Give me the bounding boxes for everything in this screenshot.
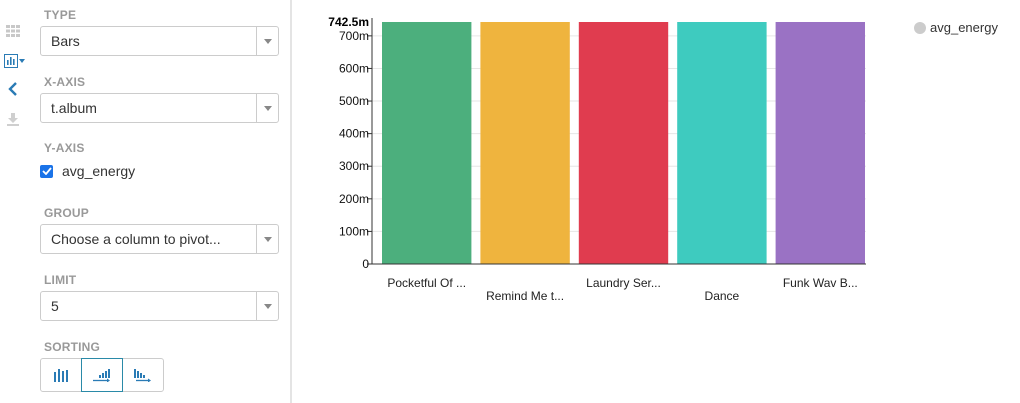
chevron-down-icon xyxy=(256,27,278,55)
type-select-value: Bars xyxy=(51,33,80,49)
bar xyxy=(480,22,570,264)
chevron-left-icon[interactable] xyxy=(4,81,22,97)
x-tick-label: Remind Me t... xyxy=(486,289,564,303)
limit-select-value: 5 xyxy=(51,298,59,314)
sort-descending-button[interactable] xyxy=(122,358,164,392)
y-axis-checkbox[interactable] xyxy=(40,164,53,178)
x-tick-label: Laundry Ser... xyxy=(586,276,661,290)
y-max-label: 742.5m xyxy=(328,15,369,29)
y-tick-label: 700m xyxy=(339,29,369,43)
y-tick-label: 200m xyxy=(339,192,369,206)
chevron-down-icon xyxy=(256,292,278,320)
type-select[interactable]: Bars xyxy=(40,26,279,56)
y-tick-label: 0 xyxy=(362,257,369,271)
group-label: GROUP xyxy=(44,206,90,220)
x-tick-label: Pocketful Of ... xyxy=(387,276,466,290)
sorting-button-group xyxy=(40,358,164,392)
grid-icon[interactable] xyxy=(4,23,22,39)
y-tick-label: 100m xyxy=(339,224,369,238)
sort-ascending-button[interactable] xyxy=(81,358,123,392)
panel-divider xyxy=(290,0,292,403)
bar xyxy=(775,22,865,264)
group-select[interactable]: Choose a column to pivot... xyxy=(40,224,279,254)
sort-none-icon xyxy=(54,368,68,382)
sort-none-button[interactable] xyxy=(40,358,82,392)
sort-ascending-icon xyxy=(93,368,110,382)
download-icon[interactable] xyxy=(4,111,22,127)
chevron-down-icon xyxy=(256,225,278,253)
x-axis-select-value: t.album xyxy=(51,100,97,116)
y-axis-checkbox-row[interactable]: avg_energy xyxy=(40,163,135,179)
y-tick-label: 600m xyxy=(339,61,369,75)
chart-options-panel: TYPE Bars X-AXIS t.album Y-AXIS avg_ener… xyxy=(26,0,290,403)
type-label: TYPE xyxy=(44,8,77,22)
sort-descending-icon xyxy=(134,368,151,382)
chevron-down-icon xyxy=(256,94,278,122)
y-axis-checkbox-label: avg_energy xyxy=(62,163,136,179)
bar-chart-icon[interactable] xyxy=(4,53,26,69)
x-axis-label: X-AXIS xyxy=(44,75,86,89)
group-select-placeholder: Choose a column to pivot... xyxy=(51,231,221,247)
x-axis-select[interactable]: t.album xyxy=(40,93,279,123)
y-tick-label: 400m xyxy=(339,127,369,141)
x-tick-label: Dance xyxy=(705,289,740,303)
chart-legend[interactable]: avg_energy xyxy=(914,20,998,35)
bar xyxy=(578,22,669,264)
y-axis-label: Y-AXIS xyxy=(44,141,85,155)
limit-select[interactable]: 5 xyxy=(40,291,279,321)
bar xyxy=(677,22,767,264)
sorting-label: SORTING xyxy=(44,340,101,354)
side-icon-bar xyxy=(0,0,26,403)
x-tick-label: Funk Wav B... xyxy=(783,276,858,290)
y-tick-label: 500m xyxy=(339,94,369,108)
legend-swatch xyxy=(914,21,926,34)
legend-label: avg_energy xyxy=(930,20,998,35)
bar xyxy=(382,22,472,264)
y-tick-label: 300m xyxy=(339,159,369,173)
limit-label: LIMIT xyxy=(44,273,77,287)
